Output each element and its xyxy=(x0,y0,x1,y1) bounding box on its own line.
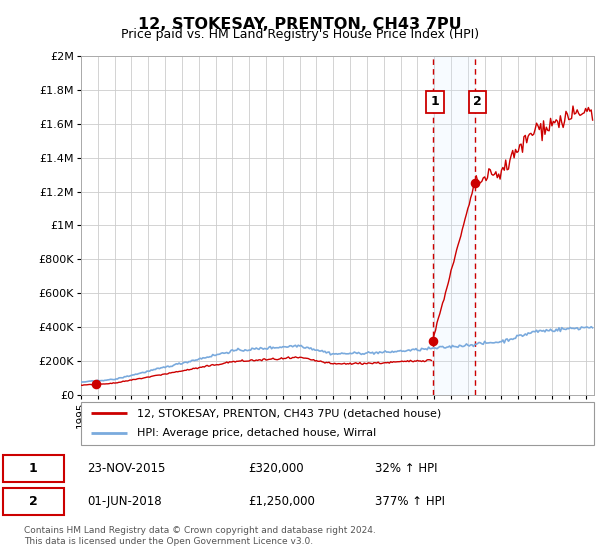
Text: Contains HM Land Registry data © Crown copyright and database right 2024.
This d: Contains HM Land Registry data © Crown c… xyxy=(24,526,376,546)
Text: 2: 2 xyxy=(29,494,38,508)
Text: HPI: Average price, detached house, Wirral: HPI: Average price, detached house, Wirr… xyxy=(137,428,377,438)
Text: 1: 1 xyxy=(29,461,38,475)
Text: 1: 1 xyxy=(431,95,439,108)
Text: Price paid vs. HM Land Registry's House Price Index (HPI): Price paid vs. HM Land Registry's House … xyxy=(121,28,479,41)
Text: 12, STOKESAY, PRENTON, CH43 7PU: 12, STOKESAY, PRENTON, CH43 7PU xyxy=(138,17,462,32)
FancyBboxPatch shape xyxy=(4,455,64,482)
Point xyxy=(470,179,480,188)
Text: £320,000: £320,000 xyxy=(248,461,304,475)
Text: 2: 2 xyxy=(473,95,482,108)
Point xyxy=(91,380,101,389)
Text: 32% ↑ HPI: 32% ↑ HPI xyxy=(375,461,437,475)
Text: 01-JUN-2018: 01-JUN-2018 xyxy=(87,494,161,508)
Text: 377% ↑ HPI: 377% ↑ HPI xyxy=(375,494,445,508)
Bar xyxy=(433,56,475,395)
FancyBboxPatch shape xyxy=(4,488,64,515)
FancyBboxPatch shape xyxy=(81,402,594,445)
Text: 23-NOV-2015: 23-NOV-2015 xyxy=(87,461,165,475)
Text: £1,250,000: £1,250,000 xyxy=(248,494,315,508)
Text: 12, STOKESAY, PRENTON, CH43 7PU (detached house): 12, STOKESAY, PRENTON, CH43 7PU (detache… xyxy=(137,408,442,418)
Point xyxy=(428,336,437,345)
